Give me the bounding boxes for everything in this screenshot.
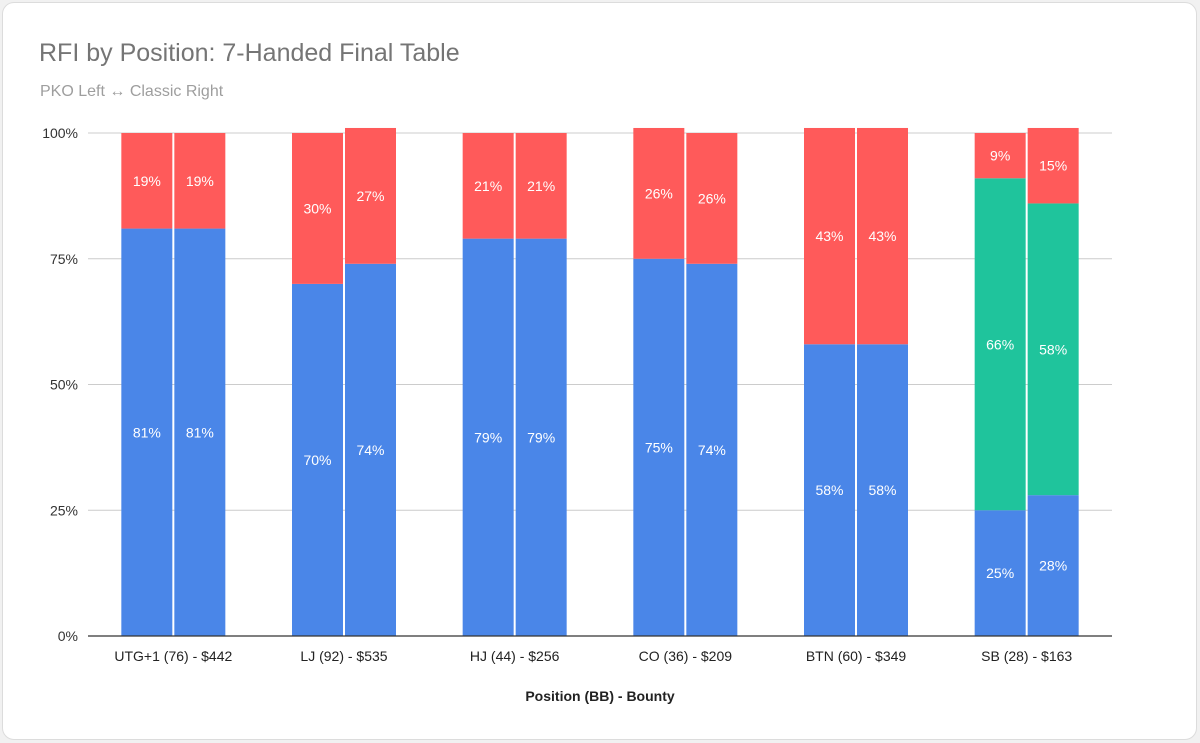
x-axis: UTG+1 (76) - $442 LJ (92) - $535 HJ (44) -… [88, 635, 1112, 664]
bar-segment [857, 344, 908, 636]
bar-segment [462, 238, 514, 636]
data-label: 75% [645, 439, 673, 455]
bar-segment [1027, 203, 1079, 496]
data-label: 30% [303, 200, 331, 216]
bar-segment [974, 510, 1026, 636]
chart-subtitle: PKO Left ↔ Classic Right [40, 83, 224, 100]
data-label: 21% [474, 178, 502, 194]
data-label: 74% [698, 442, 726, 458]
bar-segment [515, 238, 567, 636]
bar-segment [462, 133, 514, 239]
bar-segment [633, 258, 685, 636]
data-label: 15% [1039, 158, 1067, 174]
y-tick-label: 50% [50, 377, 78, 393]
data-label: 25% [986, 565, 1014, 581]
bar-segment [974, 178, 1026, 511]
bar-segment [292, 283, 343, 636]
data-label: 9% [990, 148, 1010, 164]
y-axis: 0% 25% 50% 75% 100% [42, 125, 78, 644]
bar-segment [345, 263, 396, 636]
x-tick-label: UTG+1 (76) - $442 [114, 648, 232, 664]
data-label: 81% [133, 424, 161, 440]
bar-segment [857, 127, 908, 345]
bar-segment [515, 133, 567, 239]
bar-segment [121, 228, 173, 636]
gridlines [88, 132, 1112, 511]
x-tick-label: BTN (60) - $349 [806, 648, 907, 664]
data-label: 19% [133, 173, 161, 189]
data-label: 26% [645, 185, 673, 201]
bar-segment [633, 127, 685, 259]
data-label: 58% [815, 482, 843, 498]
data-label: 28% [1039, 558, 1067, 574]
bar-segment [174, 133, 226, 229]
bar-segment [345, 127, 396, 264]
data-label: 74% [356, 442, 384, 458]
data-label-group: 81% 19% 81% 19% 70% 30% 74% 27% 79% 21% 79% 21% 75% 2… [133, 148, 1067, 581]
bar-segment [804, 344, 855, 636]
data-label: 58% [868, 482, 896, 498]
data-label: 70% [303, 452, 331, 468]
data-label: 79% [527, 429, 555, 445]
y-tick-label: 0% [58, 628, 78, 644]
bar-segment [974, 133, 1026, 179]
data-label: 79% [474, 429, 502, 445]
data-label: 66% [986, 336, 1014, 352]
data-label: 43% [868, 228, 896, 244]
bar-segment [686, 263, 738, 636]
data-label: 27% [356, 188, 384, 204]
bar-segment [292, 133, 343, 284]
x-tick-label: LJ (92) - $535 [300, 648, 387, 664]
bar-segment [174, 228, 226, 636]
x-tick-label: SB (28) - $163 [981, 648, 1072, 664]
data-label: 43% [815, 228, 843, 244]
bar-segment [804, 127, 855, 345]
x-tick-label: CO (36) - $209 [639, 648, 733, 664]
y-tick-label: 100% [42, 125, 78, 141]
bar-group [121, 127, 1079, 636]
data-label: 21% [527, 178, 555, 194]
bar-segment [121, 133, 173, 229]
data-label: 58% [1039, 341, 1067, 357]
bar-segment [1027, 127, 1079, 204]
data-label: 19% [186, 173, 214, 189]
y-tick-label: 25% [50, 502, 78, 518]
x-axis-title: Position (BB) - Bounty [525, 688, 675, 704]
data-label: 26% [698, 190, 726, 206]
y-tick-label: 75% [50, 251, 78, 267]
data-label: 81% [186, 424, 214, 440]
bar-segment [686, 133, 738, 264]
chart-title: RFI by Position: 7-Handed Final Table [39, 39, 460, 67]
x-tick-label: HJ (44) - $256 [470, 648, 560, 664]
bar-segment [1027, 495, 1079, 636]
